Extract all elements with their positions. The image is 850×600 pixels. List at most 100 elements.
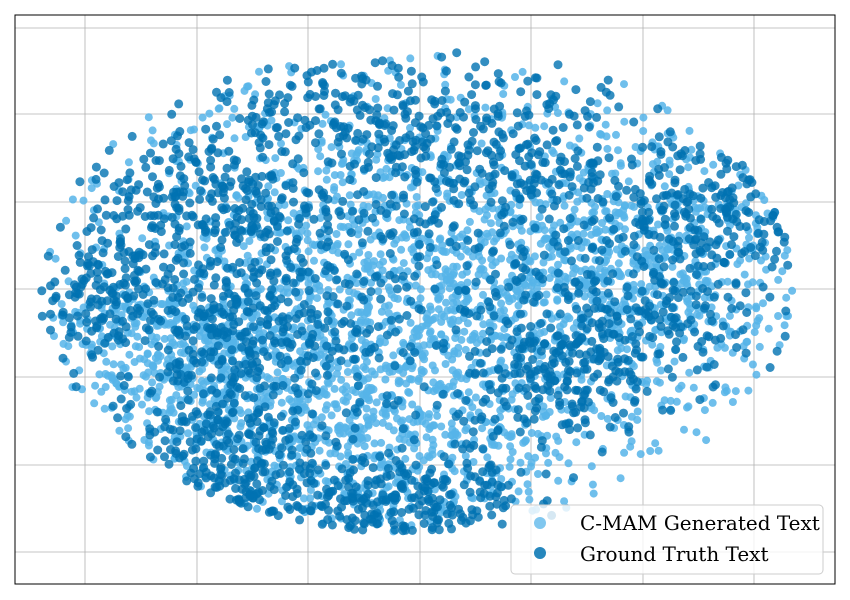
ground-truth-point: [700, 301, 710, 311]
c-mam-point: [620, 80, 628, 89]
c-mam-point: [572, 438, 581, 447]
ground-truth-point: [384, 448, 394, 458]
ground-truth-point: [508, 217, 518, 227]
c-mam-point: [648, 340, 657, 349]
ground-truth-point: [195, 469, 204, 479]
ground-truth-point: [639, 262, 649, 271]
ground-truth-point: [442, 509, 452, 519]
ground-truth-point: [513, 405, 523, 415]
c-mam-point: [654, 446, 663, 455]
c-mam-point: [551, 448, 560, 457]
ground-truth-point: [86, 223, 96, 233]
ground-truth-point: [116, 240, 126, 250]
ground-truth-point: [454, 158, 464, 168]
ground-truth-point: [491, 492, 501, 502]
c-mam-point: [283, 284, 291, 293]
ground-truth-point: [653, 104, 663, 114]
ground-truth-point: [217, 354, 227, 364]
ground-truth-point: [254, 444, 264, 454]
c-mam-point: [416, 294, 425, 303]
c-mam-point: [364, 421, 373, 430]
ground-truth-point: [295, 515, 305, 525]
ground-truth-point: [229, 445, 239, 455]
c-mam-point: [494, 441, 503, 450]
c-mam-point: [345, 191, 354, 200]
c-mam-point: [71, 231, 80, 240]
c-mam-point: [255, 67, 263, 76]
ground-truth-point: [543, 381, 553, 391]
c-mam-point: [379, 257, 388, 266]
ground-truth-point: [540, 339, 549, 349]
ground-truth-point: [721, 158, 731, 168]
ground-truth-point: [179, 269, 189, 279]
ground-truth-point: [278, 327, 288, 337]
ground-truth-point: [421, 151, 431, 161]
ground-truth-point: [478, 124, 488, 134]
ground-truth-point: [688, 191, 698, 201]
ground-truth-point: [585, 430, 595, 440]
ground-truth-point: [597, 245, 607, 255]
c-mam-point: [479, 290, 487, 299]
ground-truth-point: [619, 408, 628, 418]
ground-truth-point: [121, 273, 131, 283]
ground-truth-point: [772, 222, 782, 232]
ground-truth-point: [309, 214, 319, 224]
c-mam-point: [560, 256, 569, 264]
ground-truth-point: [252, 278, 262, 288]
c-mam-point: [616, 159, 625, 168]
ground-truth-point: [207, 143, 217, 153]
ground-truth-point: [467, 505, 477, 515]
c-mam-point: [462, 245, 471, 254]
c-mam-point: [124, 158, 133, 167]
c-mam-point: [330, 171, 339, 180]
ground-truth-point: [293, 405, 303, 415]
ground-truth-point: [537, 204, 547, 214]
ground-truth-point: [353, 372, 362, 382]
c-mam-point: [444, 351, 453, 360]
ground-truth-point: [350, 423, 360, 433]
c-mam-point: [682, 274, 691, 283]
c-mam-point: [519, 438, 528, 447]
ground-truth-point: [465, 487, 475, 497]
c-mam-point: [326, 449, 335, 458]
c-mam-point: [333, 192, 341, 201]
c-mam-point: [296, 347, 305, 356]
ground-truth-point: [72, 241, 82, 250]
c-mam-point: [355, 248, 364, 257]
ground-truth-point: [595, 385, 605, 395]
c-mam-point: [397, 233, 406, 242]
ground-truth-point: [475, 358, 485, 368]
c-mam-point: [468, 403, 477, 412]
c-mam-point: [397, 245, 406, 254]
ground-truth-point: [593, 194, 603, 203]
ground-truth-point: [572, 368, 582, 378]
ground-truth-point: [248, 493, 258, 503]
ground-truth-point: [437, 202, 446, 212]
c-mam-point: [477, 235, 485, 244]
c-mam-point: [623, 345, 631, 354]
ground-truth-point: [235, 114, 245, 123]
ground-truth-point: [641, 216, 651, 226]
c-mam-point: [680, 425, 688, 434]
c-mam-point: [406, 54, 415, 63]
ground-truth-point: [567, 399, 577, 409]
c-mam-point: [733, 260, 742, 269]
ground-truth-point: [414, 500, 424, 510]
ground-truth-point: [173, 325, 183, 335]
ground-truth-point: [592, 142, 602, 152]
ground-truth-point: [197, 292, 207, 302]
ground-truth-point: [529, 414, 539, 424]
ground-truth-point: [171, 144, 181, 154]
ground-truth-point: [708, 212, 718, 221]
ground-truth-point: [70, 280, 79, 290]
ground-truth-point: [596, 82, 606, 92]
ground-truth-point: [462, 458, 472, 468]
ground-truth-point: [101, 210, 111, 220]
ground-truth-point: [696, 193, 706, 203]
c-mam-point: [109, 360, 118, 369]
ground-truth-point: [282, 226, 292, 236]
c-mam-point: [384, 422, 393, 431]
ground-truth-point: [727, 304, 737, 313]
ground-truth-point: [573, 236, 583, 245]
ground-truth-point: [122, 404, 132, 413]
